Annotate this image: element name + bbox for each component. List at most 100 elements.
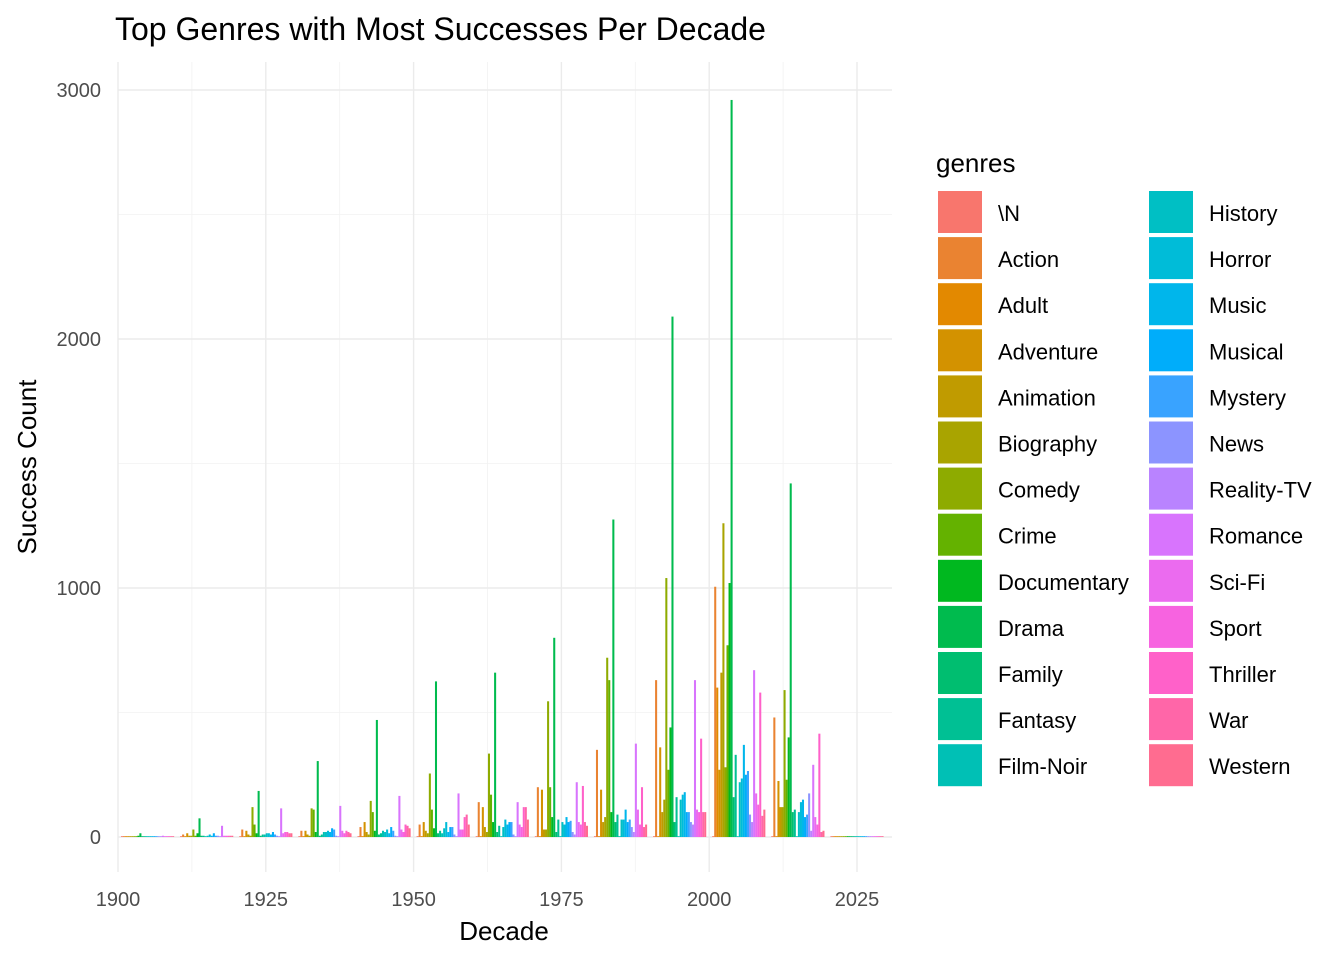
bar-musical-1900: [153, 836, 156, 837]
legend-key: [938, 605, 982, 648]
bar-fantasy-1920: [261, 834, 264, 837]
bar-romance-2000: [753, 670, 756, 837]
legend-label: Biography: [998, 432, 1097, 457]
bar-drama-1950: [434, 681, 438, 838]
bar-fantasy-1980: [616, 814, 619, 837]
bar-mystery-1990: [687, 812, 690, 837]
bar-thriller-1920: [286, 832, 289, 837]
bar-crime-2010: [785, 779, 788, 837]
bar-comedy-1920: [251, 807, 254, 837]
bar-thriller-1990: [700, 738, 703, 837]
legend-label: Horror: [1209, 247, 1271, 272]
legend-label: Music: [1209, 293, 1266, 318]
bar-adventure-2000: [718, 769, 721, 837]
bar-mystery-1920: [273, 834, 277, 837]
bar-sport-1980: [638, 824, 641, 837]
bar-fantasy-2000: [734, 754, 737, 837]
bar-news-1930: [335, 835, 338, 837]
legend-label: News: [1209, 432, 1264, 457]
bar-family-1920: [259, 835, 262, 837]
bar-mystery-2000: [746, 771, 749, 837]
bar-music-1910: [210, 835, 213, 837]
bar-musical-1950: [449, 827, 452, 837]
bar-music-1980: [624, 809, 627, 837]
bar-family-1940: [377, 834, 380, 837]
bar-musical-1940: [390, 827, 393, 837]
bar-crime-1900: [135, 836, 138, 837]
bar-fantasy-1970: [557, 819, 560, 837]
bar-reality-tv-1970: [573, 834, 576, 837]
bar-musical-2000: [744, 774, 747, 837]
y-tick-label: 0: [90, 827, 101, 849]
bar-film-noir-1990: [677, 836, 680, 837]
legend-key: [938, 652, 982, 694]
bar-biography-1930: [308, 835, 311, 837]
bar-adventure-1940: [363, 822, 366, 837]
bar-sci-fi-1960: [518, 824, 521, 837]
bar-musical-1970: [567, 822, 570, 837]
legend-key: [938, 421, 982, 464]
bar-adventure-1980: [600, 789, 603, 837]
bar-adult-1940: [361, 836, 364, 837]
legend-key: [1149, 329, 1193, 372]
bar-horror-1980: [622, 819, 625, 837]
legend-label: Comedy: [998, 478, 1080, 503]
bar-mystery-1910: [214, 835, 217, 837]
bar-news-2000: [748, 814, 752, 837]
bar-news-1960: [512, 834, 515, 837]
bar-reality-tv-1940: [396, 836, 399, 837]
bar-animation-1940: [365, 832, 368, 837]
bar-documentary-1900: [137, 835, 140, 837]
bar-action-1960: [477, 802, 480, 837]
bar-war-1920: [288, 833, 291, 837]
bar-horror-2000: [740, 778, 743, 837]
bar-music-1970: [565, 817, 568, 837]
legend-label: Western: [1209, 754, 1291, 779]
bar-thriller-2000: [759, 692, 762, 837]
bar-musical-2010: [804, 817, 807, 837]
bar-adult-2010: [775, 836, 778, 837]
bar-romance-1900: [161, 835, 164, 837]
legend-label: Action: [998, 247, 1059, 272]
legend-label: Reality-TV: [1209, 478, 1312, 503]
bar-fantasy-1950: [439, 830, 442, 837]
bar-documentary-2000: [728, 583, 731, 837]
bar-action-1930: [300, 830, 303, 837]
bar-animation-1980: [602, 822, 605, 837]
bar-animation-1960: [483, 827, 486, 837]
bar-biography-2020: [840, 836, 843, 837]
bar-horror-1900: [149, 836, 152, 837]
bar-fantasy-2020: [852, 836, 855, 837]
bar-family-2000: [732, 797, 735, 837]
bar-adult-1960: [479, 836, 482, 837]
bar-reality-tv-1950: [455, 836, 458, 837]
bar-animation-1990: [661, 812, 664, 837]
bar-sci-fi-1910: [223, 835, 226, 837]
bar-fantasy-1960: [498, 825, 501, 837]
bar-film-noir-1970: [559, 836, 562, 837]
bar-adventure-1990: [659, 747, 662, 837]
legend-label: Musical: [1209, 339, 1284, 364]
bar-n-1900: [120, 836, 124, 837]
bar-mystery-1970: [569, 820, 572, 837]
bar-adventure-1960: [481, 807, 484, 837]
bar-comedy-2000: [724, 767, 727, 837]
bar-comedy-1900: [133, 836, 136, 837]
x-tick-label: 2025: [835, 889, 880, 911]
legend-key: [1149, 191, 1193, 233]
bar-n-1990: [653, 836, 656, 837]
bar-adult-1910: [184, 836, 187, 837]
bar-crime-1910: [194, 835, 197, 837]
bar-war-2020: [879, 836, 882, 837]
y-tick-label: 1000: [57, 578, 102, 600]
bar-family-1950: [437, 833, 440, 837]
bar-reality-tv-1930: [337, 836, 340, 837]
bar-biography-1950: [426, 833, 429, 837]
bar-biography-1910: [190, 835, 193, 837]
bar-adult-1980: [598, 836, 601, 837]
bar-action-1990: [655, 680, 658, 837]
legend-key: [938, 467, 982, 510]
bar-news-1910: [216, 835, 219, 837]
legend-key: [938, 329, 982, 372]
bar-action-1950: [418, 824, 421, 837]
